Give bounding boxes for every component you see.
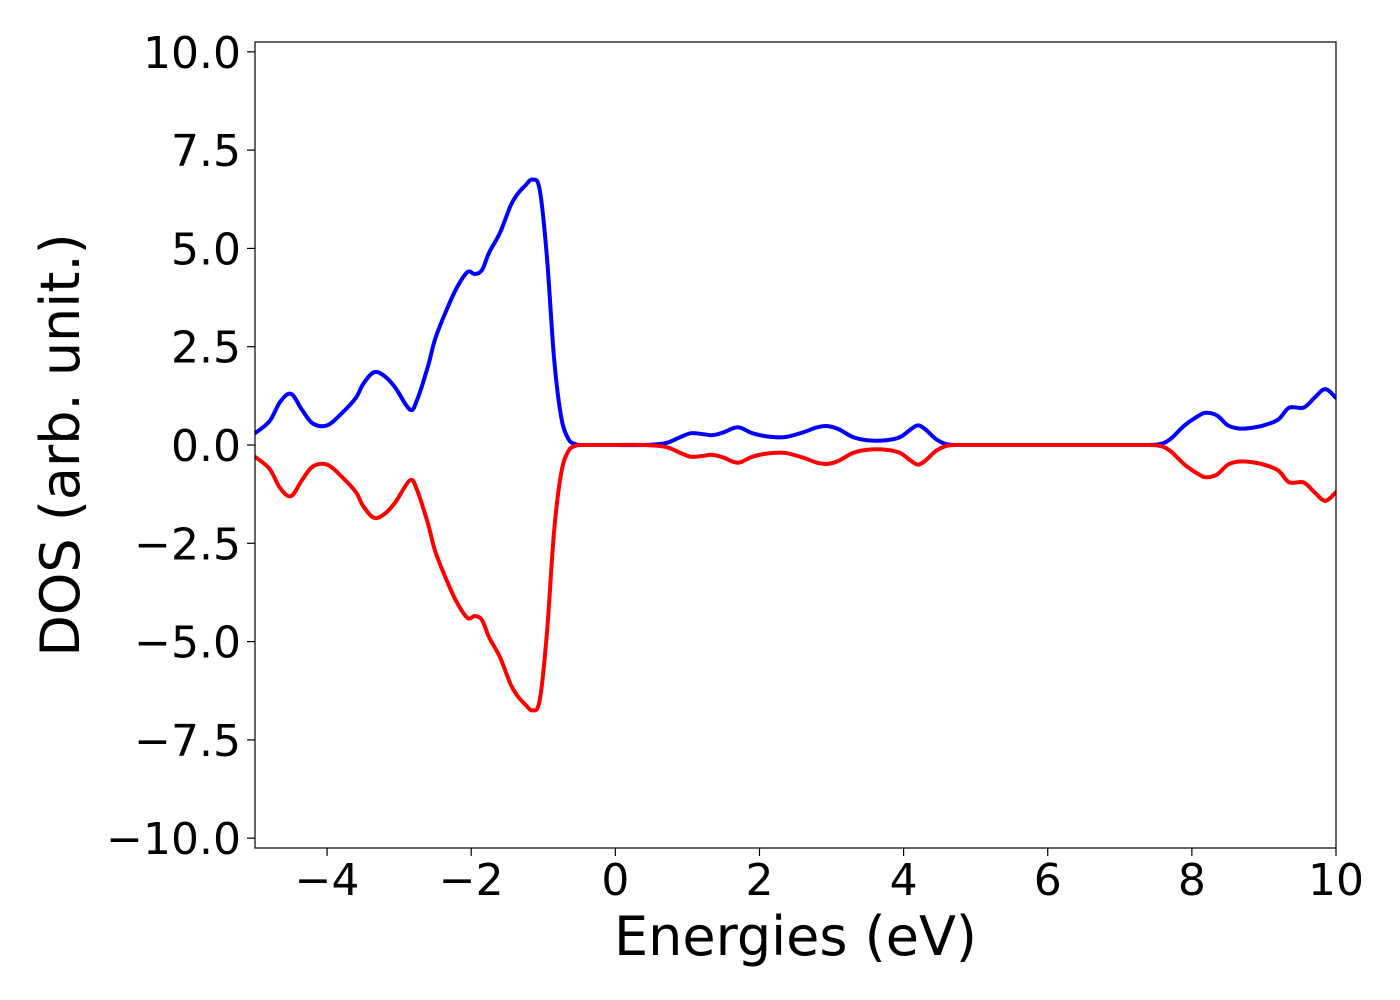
x-axis-label: Energies (eV) xyxy=(614,905,977,968)
x-tick-label: −2 xyxy=(439,855,504,906)
y-tick-label: 5.0 xyxy=(171,224,241,275)
x-tick-label: −4 xyxy=(295,855,360,906)
y-tick-label: −7.5 xyxy=(134,716,241,767)
spin-up-dos-line xyxy=(255,177,1336,448)
y-tick-label: −2.5 xyxy=(134,519,241,570)
x-tick-label: 2 xyxy=(745,855,773,906)
y-axis: 10.0 7.5 5.0 2.5 0.0 −2.5 −5.0 −7.5 −10.0 xyxy=(106,28,255,865)
y-tick-label: 7.5 xyxy=(171,126,241,177)
x-tick-label: 4 xyxy=(890,855,918,906)
spin-down-dos-line xyxy=(255,442,1336,713)
y-tick-label: 0.0 xyxy=(171,421,241,472)
y-tick-label: −5.0 xyxy=(134,618,241,669)
series-layer xyxy=(255,177,1336,713)
x-tick-label: 10 xyxy=(1308,855,1364,906)
x-axis: −4 −2 0 2 4 6 8 10 xyxy=(295,848,1364,906)
y-tick-label: 2.5 xyxy=(171,323,241,374)
y-tick-label: −10.0 xyxy=(106,814,241,865)
x-tick-label: 8 xyxy=(1178,855,1206,906)
x-tick-label: 6 xyxy=(1034,855,1062,906)
plot-frame xyxy=(254,41,1337,849)
y-axis-label: DOS (arb. unit.) xyxy=(29,233,92,656)
y-tick-label: 10.0 xyxy=(143,28,241,79)
x-tick-label: 0 xyxy=(601,855,629,906)
